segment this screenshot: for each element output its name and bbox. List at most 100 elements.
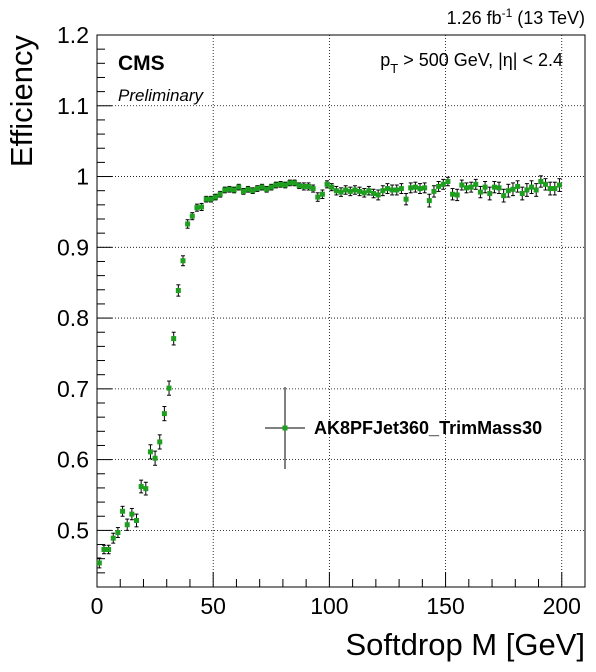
data-point (417, 183, 423, 195)
data-point (208, 195, 214, 203)
marker (157, 439, 163, 445)
data-point (482, 180, 488, 194)
marker (282, 182, 288, 188)
data-point (203, 195, 209, 203)
data-point (189, 212, 195, 221)
marker (515, 183, 521, 189)
data-point (292, 179, 298, 187)
data-point (329, 183, 335, 192)
marker (110, 535, 116, 541)
data-point (426, 193, 432, 208)
data-point (547, 181, 553, 196)
data-point (282, 181, 288, 189)
data-point (115, 527, 121, 538)
marker (384, 186, 390, 192)
marker (315, 194, 321, 200)
preliminary-label: Preliminary (118, 86, 205, 105)
marker (473, 181, 479, 187)
data-point (185, 219, 191, 229)
x-tick-label: 50 (200, 593, 226, 619)
data-point (245, 185, 251, 193)
data-point (213, 193, 219, 201)
data-point (422, 182, 428, 194)
plot-frame (96, 34, 586, 588)
marker (366, 188, 372, 194)
marker (96, 560, 102, 566)
data-point (171, 331, 177, 346)
data-point (450, 188, 456, 201)
data-point (515, 180, 521, 193)
marker (380, 188, 386, 194)
data-point (319, 189, 325, 199)
legend-entry-label: AK8PFJet360_TrimMass30 (314, 418, 542, 438)
marker (329, 184, 335, 190)
data-point (264, 185, 270, 193)
marker (138, 484, 144, 490)
data-point (101, 544, 107, 555)
data-point (106, 544, 112, 555)
marker (394, 187, 400, 193)
marker (301, 183, 307, 189)
data-point (147, 444, 153, 460)
data-point (96, 557, 102, 569)
marker (463, 185, 469, 191)
axes: 0 50 100 150 200 0.5 0.6 0.7 0.8 0.9 1 1.1 1.2 (57, 22, 586, 619)
data-point (226, 185, 232, 193)
data-point (236, 183, 242, 191)
marker (375, 192, 381, 198)
marker (371, 191, 377, 197)
data-point (222, 186, 228, 194)
marker (199, 204, 205, 210)
data-point (296, 182, 302, 190)
data-point (343, 185, 349, 195)
data-point (240, 188, 246, 195)
marker (347, 188, 353, 194)
data-point (533, 183, 539, 197)
marker (236, 184, 242, 190)
data-point (510, 182, 516, 197)
marker (505, 188, 511, 194)
data-point (278, 180, 284, 188)
marker (496, 185, 502, 191)
marker (454, 192, 460, 198)
marker (547, 186, 553, 192)
legend: AK8PFJet360_TrimMass30 (265, 387, 542, 469)
marker (226, 186, 232, 192)
data-point (175, 284, 181, 297)
marker (431, 188, 437, 194)
marker (538, 178, 544, 184)
marker (203, 196, 209, 202)
data-point (310, 184, 316, 193)
marker (333, 188, 339, 194)
data-point (166, 380, 172, 396)
data-point (394, 184, 400, 196)
x-tick-label: 0 (91, 593, 104, 619)
marker (115, 530, 121, 536)
marker (143, 486, 149, 492)
x-tick-label: 200 (543, 593, 581, 619)
data-point (120, 505, 126, 517)
marker (440, 181, 446, 187)
data-point (134, 513, 140, 528)
marker (477, 189, 483, 195)
x-axis-title: Softdrop M [GeV] (346, 627, 586, 662)
marker (529, 184, 535, 190)
y-tick-label: 1 (76, 164, 89, 190)
marker (468, 184, 474, 190)
marker (305, 183, 311, 189)
marker (208, 196, 214, 202)
data-point (315, 192, 321, 202)
data-point (357, 186, 363, 197)
data-point (538, 175, 544, 188)
marker (254, 186, 260, 192)
marker (408, 185, 414, 191)
data-point (231, 186, 237, 194)
x-tick-label: 150 (426, 593, 464, 619)
data-point (129, 507, 135, 521)
cms-label: CMS (118, 52, 165, 75)
data-point (459, 179, 465, 191)
data-point (347, 186, 353, 197)
data-point (556, 178, 562, 192)
data-point (398, 183, 404, 195)
